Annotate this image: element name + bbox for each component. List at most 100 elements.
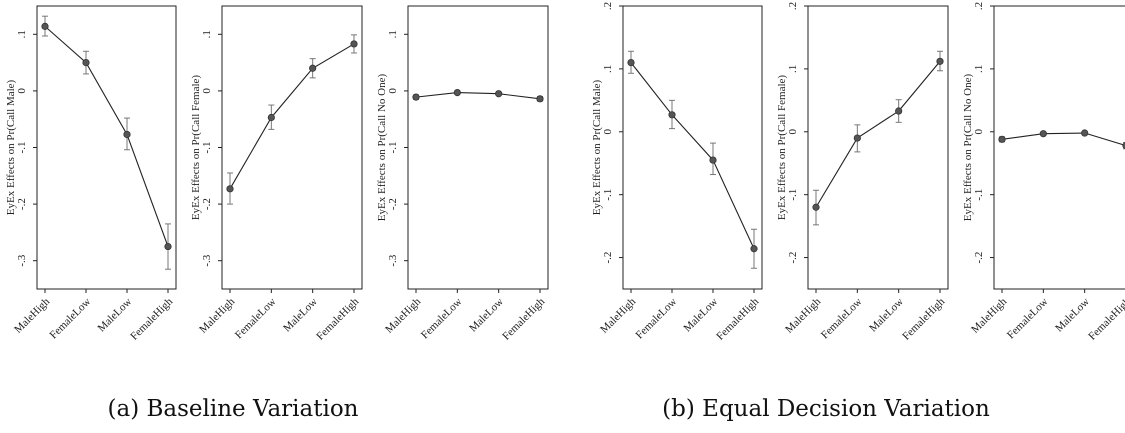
plot-frame	[221, 5, 363, 290]
series-line	[815, 60, 941, 208]
x-tick-label: MaleLow	[281, 296, 320, 335]
y-tick-label: .2	[787, 2, 799, 10]
plot-frame	[36, 5, 177, 290]
y-axis-label: EyEx Effects on Pr(Call No One)	[376, 73, 388, 221]
x-tick-label: FemaleLow	[48, 296, 94, 342]
data-point	[309, 64, 317, 72]
x-tick-label: MaleLow	[95, 296, 134, 335]
x-tick-label: FemaleHigh	[1086, 295, 1125, 342]
data-point	[812, 203, 820, 211]
series-line	[1001, 132, 1125, 146]
series-line	[630, 62, 755, 249]
y-tick-label: .1	[973, 65, 985, 73]
x-tick-label: FemaleHigh	[314, 295, 361, 342]
x-tick-label: FemaleLow	[233, 296, 279, 342]
data-point	[164, 242, 172, 251]
x-tick-label: MaleLow	[867, 296, 906, 335]
y-tick-label: -.1	[16, 142, 28, 154]
y-tick-label: -.1	[602, 189, 614, 201]
data-point	[627, 58, 635, 67]
data-point	[1081, 129, 1089, 137]
data-point	[267, 113, 275, 122]
chart-panel-1: .1 0 -.1 -.2 -.3 EyEx Effects on Pr(Call Male…	[5, 5, 177, 343]
plot-frame	[807, 5, 949, 290]
y-tick-label: -.1	[387, 142, 399, 154]
y-tick-label: -.2	[973, 252, 985, 264]
y-axis-label: EyEx Effects on Pr(Call Female)	[190, 75, 202, 221]
y-tick-label: 0	[602, 129, 614, 135]
data-point	[709, 156, 717, 164]
y-tick-label: 0	[201, 88, 213, 94]
data-point	[123, 130, 131, 139]
x-tick-label: MaleLow	[467, 296, 506, 335]
y-tick-label: -.3	[201, 254, 213, 266]
x-tick-label: MaleHigh	[598, 295, 638, 335]
series-line	[44, 25, 169, 247]
y-tick-label: 0	[387, 88, 399, 94]
y-axis-label: EyEx Effects on Pr(Call Male)	[5, 79, 17, 215]
data-point	[998, 135, 1006, 143]
y-tick-label: .2	[973, 2, 985, 10]
data-point	[895, 107, 903, 115]
data-point	[453, 88, 461, 97]
x-tick-label: MaleHigh	[969, 295, 1009, 335]
y-tick-label: -.2	[787, 252, 799, 264]
data-point	[41, 22, 49, 30]
y-tick-label: .2	[602, 2, 614, 10]
series-line	[415, 92, 541, 100]
chart-panel-2: .1 0 -.1 -.2 -.3 EyEx Effects on Pr(Call Fema…	[190, 5, 363, 343]
x-tick-label: FemaleLow	[419, 296, 465, 342]
y-tick-label: .1	[787, 65, 799, 73]
data-point	[1122, 142, 1125, 150]
series-line	[229, 43, 355, 190]
plot-frame	[993, 5, 1125, 290]
chart-panel-4: .2 .1 0 -.1 -.2 EyEx Effects on Pr(Call Male)…	[591, 2, 763, 343]
y-tick-label: -.1	[973, 189, 985, 201]
data-point	[226, 185, 234, 193]
data-point	[412, 93, 420, 101]
caption-b: (b) Equal Decision Variation	[662, 396, 990, 422]
x-tick-label: MaleHigh	[197, 295, 237, 335]
data-point	[936, 57, 944, 65]
y-tick-label: .1	[201, 30, 213, 38]
x-tick-label: FemaleHigh	[714, 295, 761, 342]
data-point	[536, 95, 544, 103]
y-tick-label: -.3	[16, 254, 28, 266]
x-tick-label: FemaleLow	[1005, 296, 1051, 342]
y-tick-label: 0	[16, 88, 28, 94]
y-tick-label: 0	[787, 129, 799, 135]
y-tick-label: -.1	[201, 142, 213, 154]
y-tick-label: -.2	[16, 198, 28, 210]
y-axis-label: EyEx Effects on Pr(Call Female)	[776, 75, 788, 221]
y-tick-label: -.2	[201, 198, 213, 210]
x-tick-label: MaleLow	[681, 296, 720, 335]
y-tick-label: .1	[387, 30, 399, 38]
y-tick-label: -.1	[787, 189, 799, 201]
y-tick-label: -.3	[387, 254, 399, 266]
chart-panel-6: .2 .1 0 -.1 -.2 EyEx Effects on Pr(Call No On…	[962, 2, 1125, 343]
x-tick-label: MaleLow	[1053, 296, 1092, 335]
chart-panel-5: .2 .1 0 -.1 -.2 EyEx Effects on Pr(Call Femal…	[776, 2, 949, 343]
x-tick-label: FemaleLow	[819, 296, 865, 342]
x-tick-label: MaleHigh	[383, 295, 423, 335]
data-point	[668, 111, 676, 119]
data-point	[350, 40, 358, 48]
data-point	[853, 134, 861, 142]
chart-panel-3: .1 0 -.1 -.2 -.3 EyEx Effects on Pr(Call No O…	[376, 5, 549, 343]
data-point	[82, 58, 90, 67]
y-tick-label: -.2	[602, 252, 614, 264]
x-tick-label: MaleHigh	[12, 295, 52, 335]
data-point	[495, 90, 503, 98]
y-tick-label: -.2	[387, 198, 399, 210]
data-point	[1039, 130, 1047, 138]
x-tick-label: FemaleHigh	[900, 295, 947, 342]
x-tick-label: MaleHigh	[783, 295, 823, 335]
x-tick-label: FemaleHigh	[128, 295, 175, 342]
data-point	[750, 245, 758, 253]
x-tick-label: FemaleLow	[634, 296, 680, 342]
x-tick-label: FemaleHigh	[500, 295, 547, 342]
plot-frame	[622, 5, 763, 290]
y-tick-label: 0	[973, 129, 985, 135]
y-axis-label: EyEx Effects on Pr(Call No One)	[962, 73, 974, 221]
